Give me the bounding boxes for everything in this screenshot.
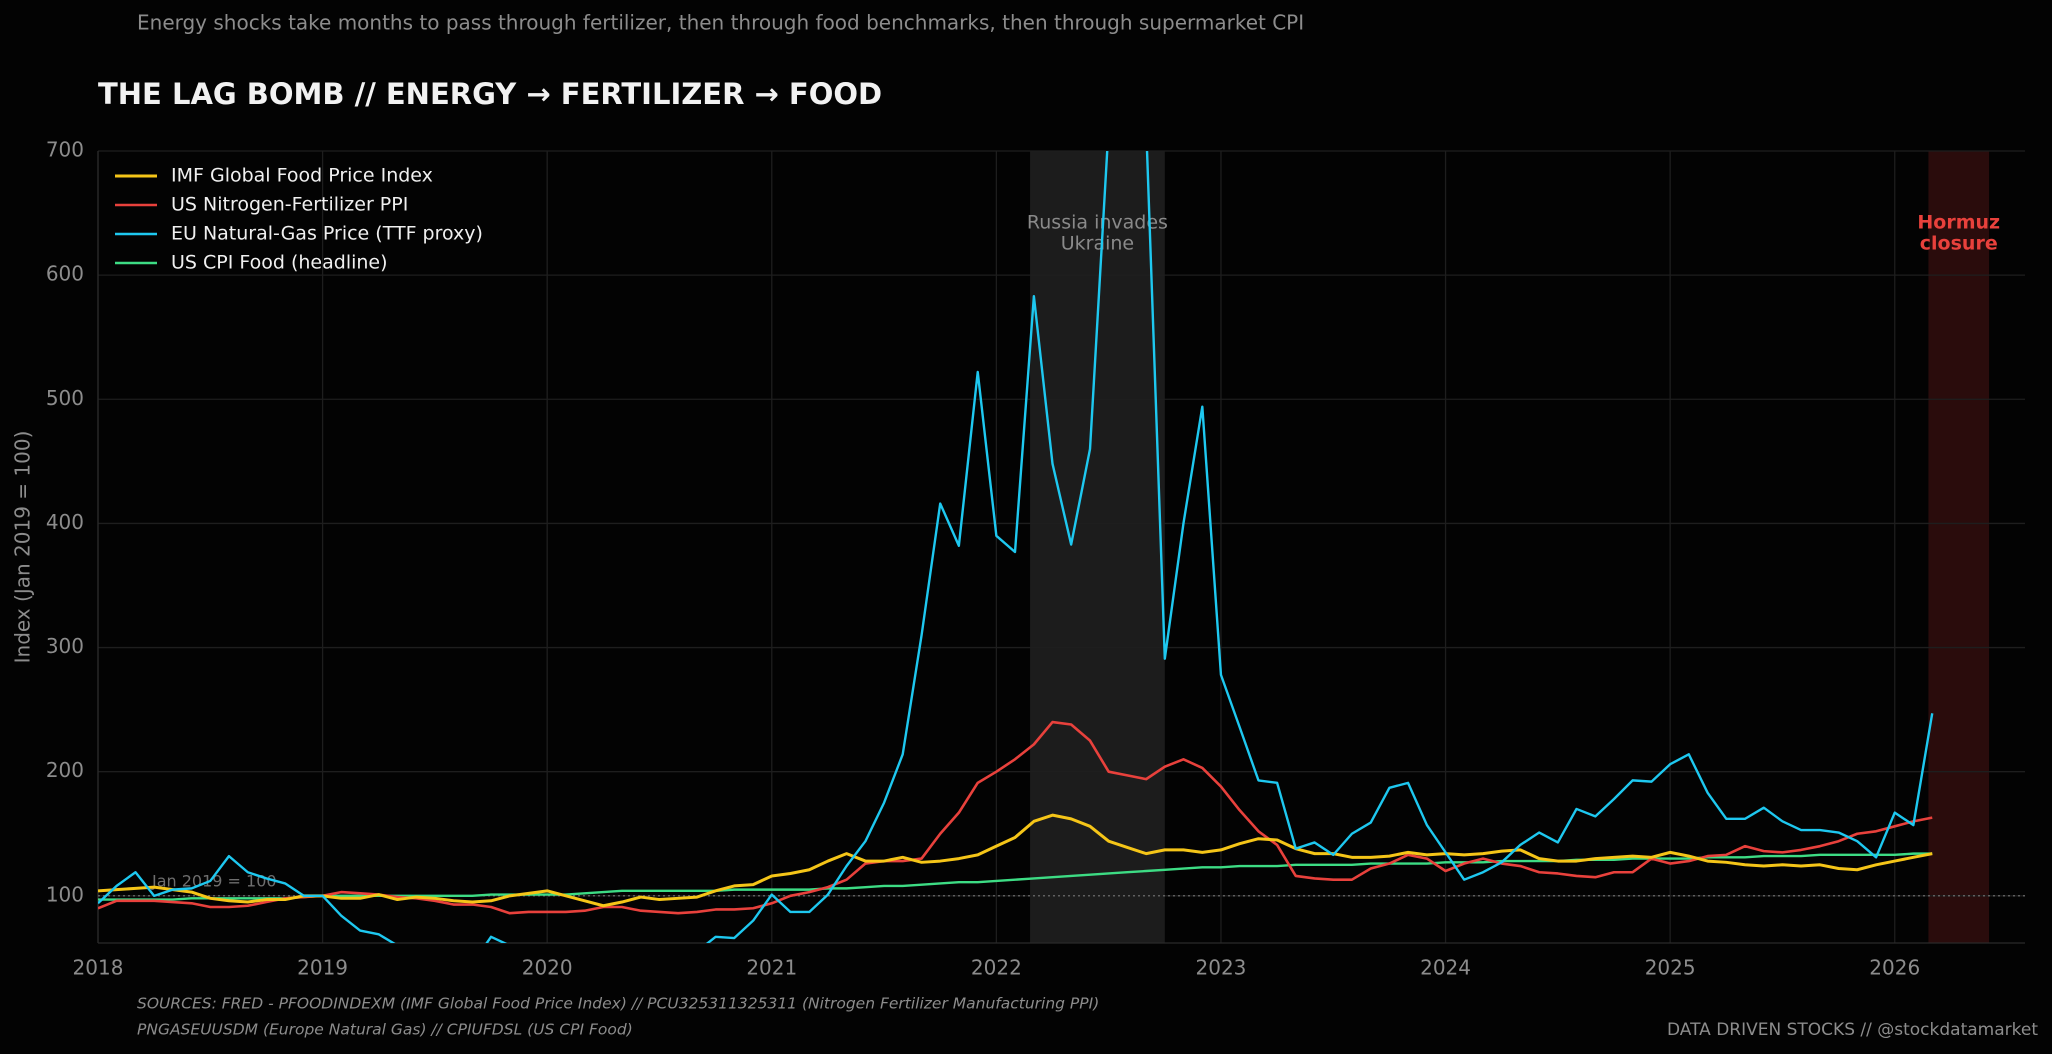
y-tick-label: 100 (46, 882, 84, 906)
data-line (98, 852, 1933, 901)
annotation: Hormuz (1917, 212, 2000, 234)
data-line (98, 151, 1934, 943)
y-tick-label: 600 (46, 262, 84, 286)
x-tick-label: 2021 (746, 956, 797, 980)
legend-label: EU Natural-Gas Price (TTF proxy) (171, 223, 483, 245)
x-tick-label: 2020 (522, 956, 573, 980)
y-tick-label: 400 (46, 510, 84, 534)
series-group (98, 151, 1934, 943)
credit: DATA DRIVEN STOCKS // @stockdatamarket (1667, 1020, 2038, 1040)
chart-title: THE LAG BOMB // ENERGY → FERTILIZER → FO… (98, 77, 882, 111)
y-axis-label: Index (Jan 2019 = 100) (11, 431, 35, 664)
x-tick-label: 2022 (971, 956, 1022, 980)
data-line (98, 813, 1933, 908)
source-note: SOURCES: FRED - PFOODINDEXM (IMF Global … (137, 995, 1099, 1013)
reference-label: Jan 2019 = 100 (151, 871, 277, 890)
annotation: closure (1920, 233, 1998, 255)
chart-subtitle: Energy shocks take months to pass throug… (137, 11, 1304, 35)
x-tick-label: 2018 (73, 956, 124, 980)
legend-label: IMF Global Food Price Index (171, 165, 433, 187)
x-tick-label: 2023 (1196, 956, 1247, 980)
annotation: Ukraine (1061, 233, 1134, 255)
data-line (98, 720, 1933, 915)
legend-label: US Nitrogen-Fertilizer PPI (171, 194, 408, 216)
x-tick-label: 2025 (1645, 956, 1696, 980)
y-tick-label: 200 (46, 758, 84, 782)
source-note: PNGASEUUSDM (Europe Natural Gas) // CPIU… (137, 1021, 633, 1039)
y-tick-label: 700 (46, 138, 84, 162)
annotation: Russia invades (1027, 212, 1168, 234)
shaded-region (1030, 151, 1165, 943)
y-tick-label: 300 (46, 634, 84, 658)
legend-label: US CPI Food (headline) (171, 252, 388, 274)
x-tick-label: 2019 (297, 956, 348, 980)
shaded-region (1928, 151, 1990, 943)
y-tick-label: 500 (46, 386, 84, 410)
x-tick-label: 2026 (1869, 956, 1920, 980)
x-tick-label: 2024 (1420, 956, 1471, 980)
